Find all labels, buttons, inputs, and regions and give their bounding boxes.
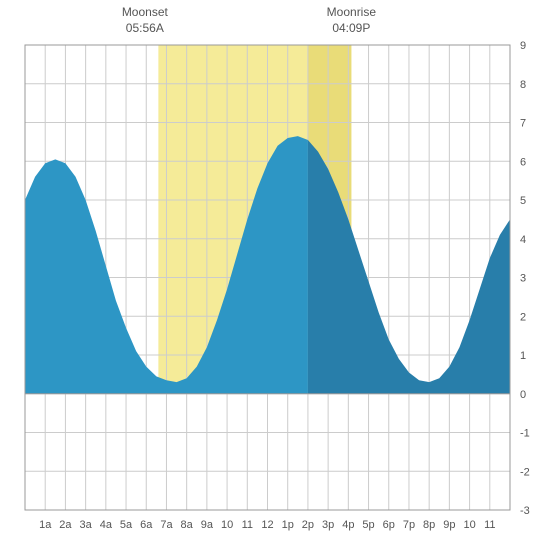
y-tick-label: 5: [520, 195, 526, 207]
y-tick-label: 7: [520, 118, 526, 130]
y-tick-label: -3: [520, 505, 530, 517]
x-tick-label: 8a: [181, 519, 194, 531]
x-tick-label: 3a: [80, 519, 93, 531]
tide-chart: 1a2a3a4a5a6a7a8a9a1011121p2p3p4p5p6p7p8p…: [0, 0, 550, 550]
x-tick-label: 3p: [322, 519, 334, 531]
x-tick-label: 10: [221, 519, 233, 531]
x-tick-label: 11: [242, 519, 253, 531]
x-tick-label: 1p: [282, 519, 294, 531]
x-tick-label: 2a: [59, 519, 72, 531]
annotation-label: Moonrise: [327, 5, 377, 19]
x-tick-label: 1a: [39, 519, 52, 531]
y-tick-label: 9: [520, 40, 526, 52]
y-tick-label: 3: [520, 273, 526, 285]
x-tick-label: 10: [463, 519, 475, 531]
x-tick-label: 5p: [362, 519, 374, 531]
y-tick-label: 4: [520, 234, 526, 246]
x-tick-label: 9a: [201, 519, 214, 531]
y-tick-label: 0: [520, 389, 526, 401]
annotation-label: Moonset: [122, 5, 169, 19]
x-tick-label: 6p: [383, 519, 395, 531]
x-tick-label: 9p: [443, 519, 455, 531]
chart-svg: 1a2a3a4a5a6a7a8a9a1011121p2p3p4p5p6p7p8p…: [0, 0, 550, 550]
x-tick-label: 6a: [140, 519, 153, 531]
y-tick-label: 8: [520, 79, 526, 91]
y-tick-label: 1: [520, 350, 526, 362]
x-tick-label: 7a: [160, 519, 173, 531]
x-tick-label: 8p: [423, 519, 435, 531]
annotation-time: 04:09P: [332, 21, 370, 35]
y-tick-label: 2: [520, 311, 526, 323]
x-tick-label: 4a: [100, 519, 113, 531]
x-tick-label: 4p: [342, 519, 354, 531]
y-tick-label: 6: [520, 156, 526, 168]
x-tick-label: 2p: [302, 519, 314, 531]
x-tick-label: 7p: [403, 519, 415, 531]
x-tick-label: 11: [484, 519, 495, 531]
annotation-time: 05:56A: [126, 21, 164, 35]
y-tick-label: -1: [520, 428, 530, 440]
y-tick-label: -2: [520, 466, 530, 478]
x-tick-label: 5a: [120, 519, 133, 531]
x-tick-label: 12: [261, 519, 273, 531]
